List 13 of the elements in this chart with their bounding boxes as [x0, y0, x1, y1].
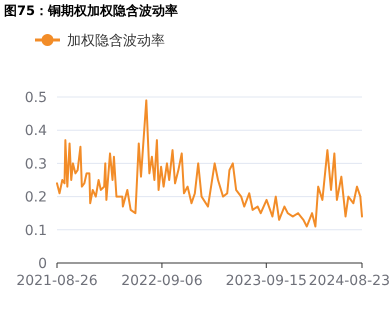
y-tick-label: 0.4	[24, 123, 48, 140]
x-tick-label: 2024-08-23	[308, 273, 390, 289]
x-tick-label: 2021-08-26	[16, 273, 98, 289]
chart-title: 图75：铜期权加权隐含波动率	[4, 3, 178, 19]
y-tick-label: 0.3	[24, 156, 47, 172]
y-tick-label: 0	[38, 256, 47, 272]
legend-label: 加权隐含波动率	[67, 33, 165, 49]
y-tick-label: 0.2	[24, 190, 47, 206]
x-tick-label: 2022-09-06	[121, 273, 203, 289]
y-tick-label: 0.1	[24, 222, 47, 239]
x-tick-label: 2023-09-15	[226, 273, 307, 289]
y-tick-label: 0.5	[24, 90, 47, 106]
line-series	[56, 99, 363, 228]
